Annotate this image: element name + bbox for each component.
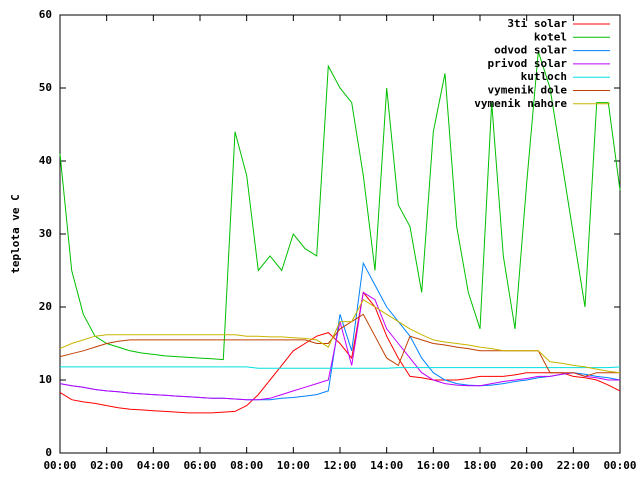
x-tick-label: 04:00	[137, 459, 170, 472]
x-tick-label: 02:00	[90, 459, 123, 472]
x-tick-label: 22:00	[557, 459, 590, 472]
x-tick-label: 10:00	[277, 459, 310, 472]
legend-label: privod solar	[488, 57, 568, 70]
y-tick-label: 60	[39, 8, 52, 21]
series-line	[59, 291, 621, 414]
y-tick-label: 50	[39, 81, 52, 94]
x-tick-label: 14:00	[370, 459, 403, 472]
legend-label: odvod solar	[494, 44, 567, 57]
legend-label: 3ti solar	[507, 17, 567, 30]
y-tick-label: 30	[39, 227, 52, 240]
y-tick-label: 0	[45, 446, 52, 459]
legend-label: vymenik dole	[488, 84, 568, 97]
x-tick-label: 00:00	[43, 459, 76, 472]
x-tick-label: 08:00	[230, 459, 263, 472]
x-tick-label: 18:00	[463, 459, 496, 472]
series-line	[59, 298, 621, 374]
x-tick-label: 20:00	[510, 459, 543, 472]
y-tick-label: 20	[39, 300, 52, 313]
x-tick-label: 12:00	[323, 459, 356, 472]
legend-label: kutloch	[521, 70, 567, 83]
y-axis-label: teplota ve C	[9, 194, 22, 273]
y-tick-label: 10	[39, 373, 52, 386]
x-tick-label: 16:00	[417, 459, 450, 472]
plot-frame	[59, 14, 621, 454]
x-tick-label: 00:00	[603, 459, 636, 472]
series-line	[59, 51, 621, 361]
x-tick-label: 06:00	[183, 459, 216, 472]
series-line	[60, 366, 621, 369]
legend-label: vymenik nahore	[474, 97, 567, 110]
y-tick-label: 40	[39, 154, 52, 167]
legend-label: kotel	[534, 30, 567, 43]
